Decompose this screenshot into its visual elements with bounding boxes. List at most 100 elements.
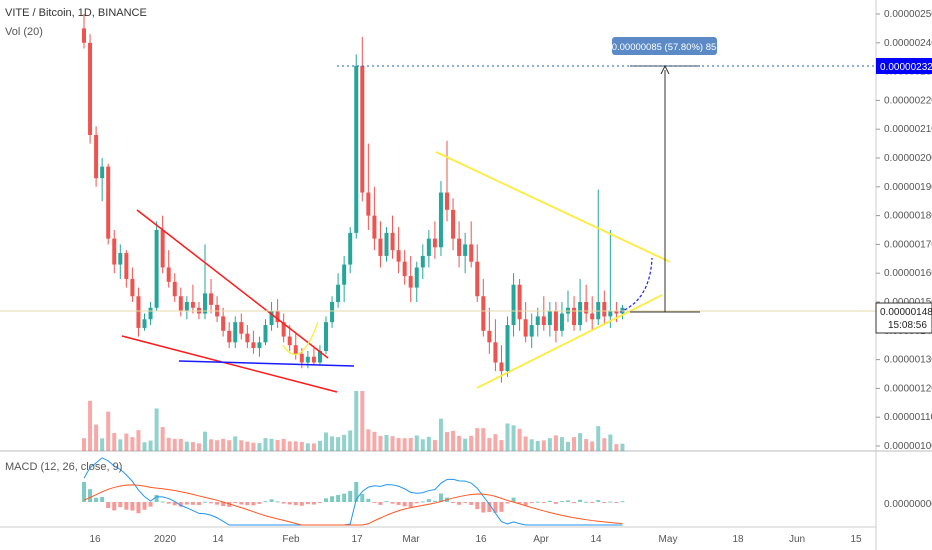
candle-body [396, 250, 401, 262]
candle-body [584, 302, 589, 314]
volume-bar [112, 432, 117, 451]
symbol-title[interactable]: VITE / Bitcoin, 1D, BINANCE [5, 7, 147, 19]
candle-body [547, 310, 552, 326]
macd-histogram-bar [221, 502, 226, 507]
y-tick-label: 0.00000240 [884, 38, 932, 49]
macd-histogram-bar [493, 502, 498, 513]
macd-histogram-bar [378, 502, 383, 505]
candle-body [324, 322, 328, 351]
y-tick-label: 0.00000170 [884, 239, 932, 250]
candle-body [541, 316, 546, 326]
candle-body [414, 267, 419, 288]
macd-histogram-bar [112, 502, 117, 511]
candle-body [118, 253, 123, 265]
volume-bar [578, 433, 583, 451]
y-tick-label: 0.00000160 [884, 268, 932, 279]
macd-histogram-bar [372, 502, 377, 503]
candle-body [457, 238, 462, 256]
wedge-lower-line [121, 335, 338, 393]
candle-body [257, 342, 262, 349]
volume-bar [420, 439, 425, 451]
wedge-upper-line [136, 209, 329, 359]
candle-body [136, 296, 141, 328]
macd-histogram-bar [457, 502, 462, 505]
candle-body [475, 261, 480, 297]
volume-bar [233, 436, 238, 451]
volume-label[interactable]: Vol (20) [5, 26, 43, 38]
candle-body [402, 261, 407, 277]
volume-bar [457, 435, 462, 451]
breakout-arrow-small [282, 321, 319, 356]
volume-bar [559, 437, 564, 451]
x-tick-label: 18 [732, 534, 744, 545]
volume-bar [184, 441, 189, 451]
y-tick-label: 0.00000110 [884, 412, 932, 423]
volume-bar [324, 432, 328, 451]
volume-bar [517, 428, 522, 451]
volume-bar [475, 428, 480, 451]
volume-bar [88, 400, 93, 451]
candle-body [590, 313, 595, 320]
macd-histogram-bar [566, 500, 570, 502]
volume-bar [529, 439, 534, 451]
y-tick-label: 0.00000180 [884, 211, 932, 222]
volume-bar [305, 443, 310, 451]
candle-body [372, 215, 377, 239]
volume-bar [287, 441, 292, 451]
macd-histogram-bar [190, 502, 195, 505]
macd-histogram-bar [124, 502, 129, 510]
volume-bar [293, 441, 298, 451]
volume-bar [499, 440, 504, 451]
candle-body [535, 316, 540, 326]
macd-histogram-bar [535, 501, 540, 503]
macd-histogram-bar [299, 502, 304, 506]
candle-body [481, 296, 486, 331]
volume-bar [360, 391, 365, 451]
macd-histogram-bar [263, 501, 268, 503]
candle-body [487, 330, 492, 343]
y-tick-label: 0.00000130 [884, 355, 932, 366]
candle-body [463, 244, 468, 256]
macd-histogram-bar [227, 502, 232, 507]
volume-bar [196, 443, 201, 451]
macd-histogram-bar [257, 502, 262, 504]
macd-histogram-bar [541, 502, 546, 503]
volume-bar [523, 436, 528, 451]
candle-body [354, 65, 359, 233]
candle-body [529, 325, 534, 337]
volume-bar [166, 437, 171, 451]
macd-histogram-bar [499, 502, 504, 512]
target-price-text: 0.00000232 [880, 62, 932, 73]
macd-histogram-bar [209, 502, 214, 504]
x-tick-label: 2020 [154, 534, 177, 545]
macd-histogram-bar [572, 502, 577, 504]
macd-histogram-bar [166, 502, 171, 504]
macd-histogram-bar [402, 502, 407, 507]
volume-bar [221, 438, 226, 451]
macd-histogram-bar [523, 502, 528, 506]
macd-histogram-bar [608, 501, 613, 503]
candle-body [251, 342, 256, 349]
volume-bar [620, 443, 625, 451]
macd-histogram-bar [336, 495, 341, 502]
candle-body [172, 281, 177, 297]
volume-bar [227, 440, 232, 451]
y-tick-label: 0.00000200 [884, 153, 932, 164]
candle-body [148, 307, 153, 320]
volume-bar [148, 440, 153, 451]
candle-body [493, 342, 498, 363]
volume-bar [469, 435, 474, 451]
x-tick-label: 15 [850, 534, 862, 545]
macd-histogram-bar [553, 502, 558, 504]
candle-body [432, 238, 437, 248]
macd-histogram-bar [305, 502, 310, 505]
measure-label-box [612, 37, 717, 55]
volume-bar [209, 439, 214, 451]
macd-label[interactable]: MACD (12, 26, close, 9) [5, 461, 123, 473]
volume-bar [614, 444, 619, 451]
x-tick-label: 17 [351, 534, 363, 545]
volume-bar [445, 432, 449, 451]
macd-histogram-bar [559, 501, 564, 503]
